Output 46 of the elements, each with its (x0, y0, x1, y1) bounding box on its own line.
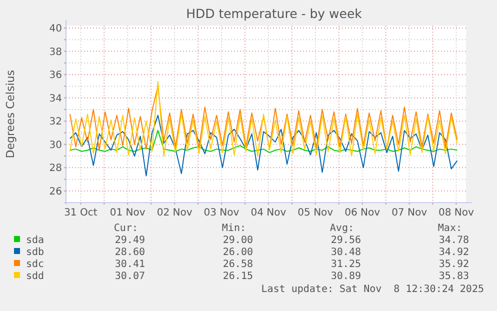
x-tick-label: 31 Oct (64, 208, 98, 219)
x-tick-label: 03 Nov (204, 208, 240, 219)
text: 30.41 (114, 259, 145, 270)
x-tick-label: 01 Nov (110, 208, 146, 219)
y-tick-label: 38 (49, 46, 62, 58)
text: Last update: Sat Nov 8 12:30:24 2025 (261, 284, 484, 295)
text: 29.00 (222, 235, 253, 246)
legend-label: sda (26, 235, 44, 246)
text: 31.25 (330, 259, 361, 270)
x-tick-label: 07 Nov (392, 208, 428, 219)
text: Min: (222, 223, 246, 234)
x-tick-label: 05 Nov (298, 208, 334, 219)
text: 28.60 (114, 247, 145, 258)
text: 29.49 (114, 235, 145, 246)
text: 34.78 (438, 235, 469, 246)
y-axis-title: Degrees Celsius (4, 70, 17, 158)
chart-title: HDD temperature - by week (186, 6, 363, 21)
x-tick-label: 02 Nov (156, 208, 192, 219)
y-tick-label: 32 (49, 116, 62, 128)
legend-label: sdd (26, 271, 44, 282)
text: 30.48 (330, 247, 361, 258)
y-tick-label: 34 (49, 93, 62, 104)
text: 30.07 (114, 271, 145, 282)
line-series (69, 114, 458, 176)
text: 34.92 (438, 247, 469, 258)
y-tick-label: 26 (49, 186, 62, 198)
text: 35.83 (438, 271, 469, 282)
x-tick-label: 06 Nov (344, 208, 380, 219)
line-series (69, 130, 458, 154)
legend-label: sdc (26, 259, 44, 270)
text: Cur: (114, 223, 138, 234)
x-tick-label: 08 Nov (438, 208, 474, 219)
y-tick-label: 28 (49, 163, 62, 174)
y-tick-label: 30 (49, 140, 62, 151)
legend-label: sdb (26, 247, 44, 258)
text: 26.15 (222, 271, 253, 282)
y-tick-label: 40 (49, 24, 62, 35)
text: 35.92 (438, 259, 469, 270)
text: 26.58 (222, 259, 253, 270)
x-tick-label: 04 Nov (250, 208, 286, 219)
text: 26.00 (222, 247, 253, 258)
text: 30.89 (330, 271, 361, 282)
text: Max: (438, 223, 462, 234)
y-tick-label: 36 (49, 70, 62, 82)
text: 29.56 (330, 235, 361, 246)
text: Avg: (330, 223, 354, 234)
